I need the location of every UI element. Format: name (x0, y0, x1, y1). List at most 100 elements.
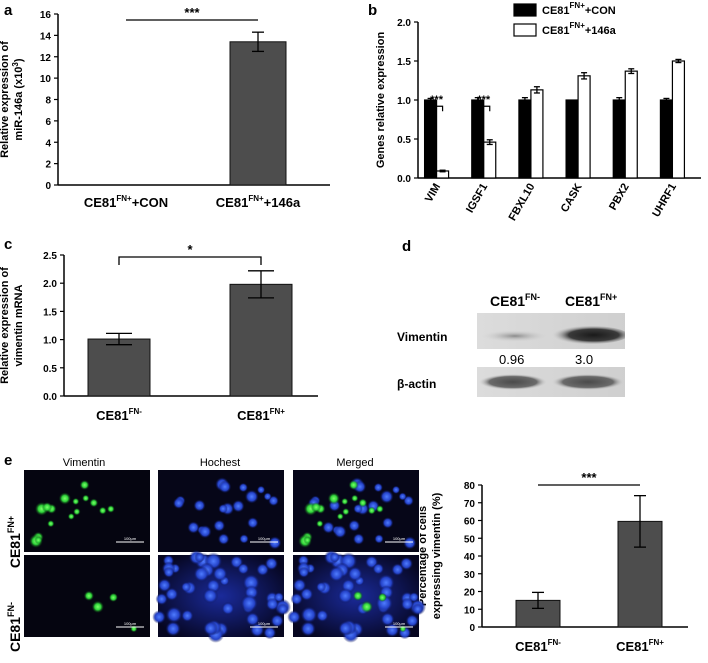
vimentin-spot (336, 512, 344, 520)
blot-band-actin-fn-neg (479, 374, 547, 390)
nucleus-spot (373, 482, 383, 493)
chart-c-significance-label: * (187, 242, 193, 257)
chart-b-significance-bracket (429, 105, 444, 112)
chart-b-bar (577, 75, 591, 179)
nucleus-spot (202, 587, 219, 604)
nucleus-spot (193, 566, 210, 582)
nucleus-spot (193, 499, 206, 512)
chart-b-bar (671, 60, 686, 179)
vimentin-spot (310, 502, 322, 513)
nucleus-spot (187, 521, 200, 534)
blot-lane-1-label: CE81FN- (490, 292, 540, 309)
blot-quant-fn-neg: 0.96 (499, 352, 524, 367)
chart-c-bar (229, 283, 293, 397)
nucleus-spot (405, 614, 419, 628)
vimentin-spot (41, 502, 53, 513)
scale-bar-label: 100μm (393, 536, 406, 541)
chart-e-y-tick-label: 10 (464, 605, 476, 616)
chart-a-y-tick-label: 16 (40, 10, 52, 21)
nucleus-spot (218, 480, 232, 494)
chart-b-significance-bracket (477, 105, 491, 112)
nucleus-spot (398, 492, 407, 501)
nucleus-spot (287, 610, 301, 624)
vimentin-spot (130, 625, 138, 633)
chart-b-bar (530, 89, 544, 179)
nucleus-spot (239, 534, 249, 544)
micrograph-merged-row-1: 100μm (293, 470, 419, 552)
chart-b-bar (518, 99, 532, 179)
nucleus-spot (240, 594, 259, 613)
chart-e-y-tick-label: 30 (464, 570, 476, 581)
nucleus-spot (263, 492, 272, 501)
chart-c-vimentin-mrna: 0.0 0.5 1.0 1.5 2.0 2.5 Relative expression of… (0, 242, 318, 423)
micro-col-hochest-label: Hochest (200, 457, 240, 469)
chart-e-y-tick-label: 50 (464, 534, 476, 545)
chart-a-category-label: CE81FN++146a (216, 194, 301, 210)
blot-band-vimentin-fn-pos (552, 326, 625, 344)
nucleus-spot (212, 566, 228, 582)
nucleus-spot (290, 592, 303, 606)
chart-a-y-tick-label: 0 (45, 181, 51, 192)
vimentin-spot (79, 479, 90, 490)
vimentin-spot (316, 520, 324, 528)
chart-b-bar (565, 99, 579, 179)
nucleus-spot (213, 519, 226, 532)
vimentin-spot (58, 492, 71, 505)
chart-b-y-tick-label: 0.0 (397, 174, 411, 185)
nucleus-spot (250, 622, 265, 638)
nucleus-spot (194, 552, 205, 563)
nucleus-spot (412, 603, 424, 615)
vimentin-spot (89, 498, 99, 508)
nucleus-spot (399, 556, 414, 571)
vimentin-spot (73, 507, 81, 516)
chart-b-y-tick-label: 2.0 (397, 18, 411, 29)
nucleus-spot (315, 581, 327, 593)
scale-bar-label: 100μm (124, 536, 137, 541)
blot-band-vimentin-fn-neg (481, 330, 549, 342)
nucleus-spot (237, 563, 250, 575)
vimentin-spot (72, 497, 80, 506)
nucleus-spot (218, 503, 228, 514)
blot-row-actin-label: β-actin (397, 377, 436, 391)
vimentin-spot (106, 505, 115, 513)
chart-a-y-tick-label: 2 (45, 160, 51, 171)
vimentin-spot (367, 506, 376, 515)
chart-c-category-label: CE81FN- (96, 407, 142, 423)
panel-letter-b: b (368, 2, 378, 19)
chart-e-y-tick-label: 40 (464, 552, 476, 563)
nucleus-spot (268, 536, 282, 550)
chart-c-y-label: Relative expression of vimentin mRNA (0, 267, 25, 384)
chart-c-y-tick-label: 1.5 (43, 307, 57, 318)
nucleus-spot (263, 626, 277, 640)
vimentin-spot (34, 536, 43, 545)
blot-quant-fn-pos: 3.0 (575, 352, 593, 367)
chart-e-y-tick-label: 80 (464, 481, 476, 492)
chart-b-legend-label: CE81FN++146a (542, 21, 617, 37)
nucleus-spot (217, 533, 230, 545)
chart-b-category-label: VIM (423, 182, 443, 205)
nucleus-spot (247, 517, 259, 529)
micrograph-hochest-row-2: 100μm (152, 550, 292, 643)
vimentin-spot (399, 625, 407, 633)
nucleus-spot (400, 597, 414, 611)
nucleus-spot (374, 534, 384, 544)
nucleus-spot (300, 621, 316, 637)
chart-b-category-label: FBXL10 (507, 182, 538, 223)
chart-b-genes-expression: 0.0 0.5 1.0 1.5 2.0 Genes relative expression… (375, 1, 701, 223)
chart-e-y-tick-label: 0 (469, 623, 475, 634)
scale-bar-label: 100μm (258, 621, 271, 626)
chart-e-y-tick-label: 70 (464, 499, 476, 510)
nucleus-spot (329, 552, 340, 563)
vimentin-spot (377, 593, 387, 602)
chart-b-bar (423, 99, 438, 179)
chart-a-y-tick-label: 8 (45, 96, 51, 107)
vimentin-spot (83, 590, 95, 601)
vimentin-spot (351, 494, 359, 502)
scale-bar-label: 100μm (393, 621, 406, 626)
nucleus-spot (163, 566, 175, 578)
chart-a-y-tick-label: 12 (40, 53, 52, 64)
chart-b-category-label: UHRF1 (650, 182, 679, 220)
nucleus-spot (277, 603, 289, 615)
vimentin-spot (360, 600, 373, 614)
blot-row-vimentin-label: Vimentin (397, 330, 447, 344)
